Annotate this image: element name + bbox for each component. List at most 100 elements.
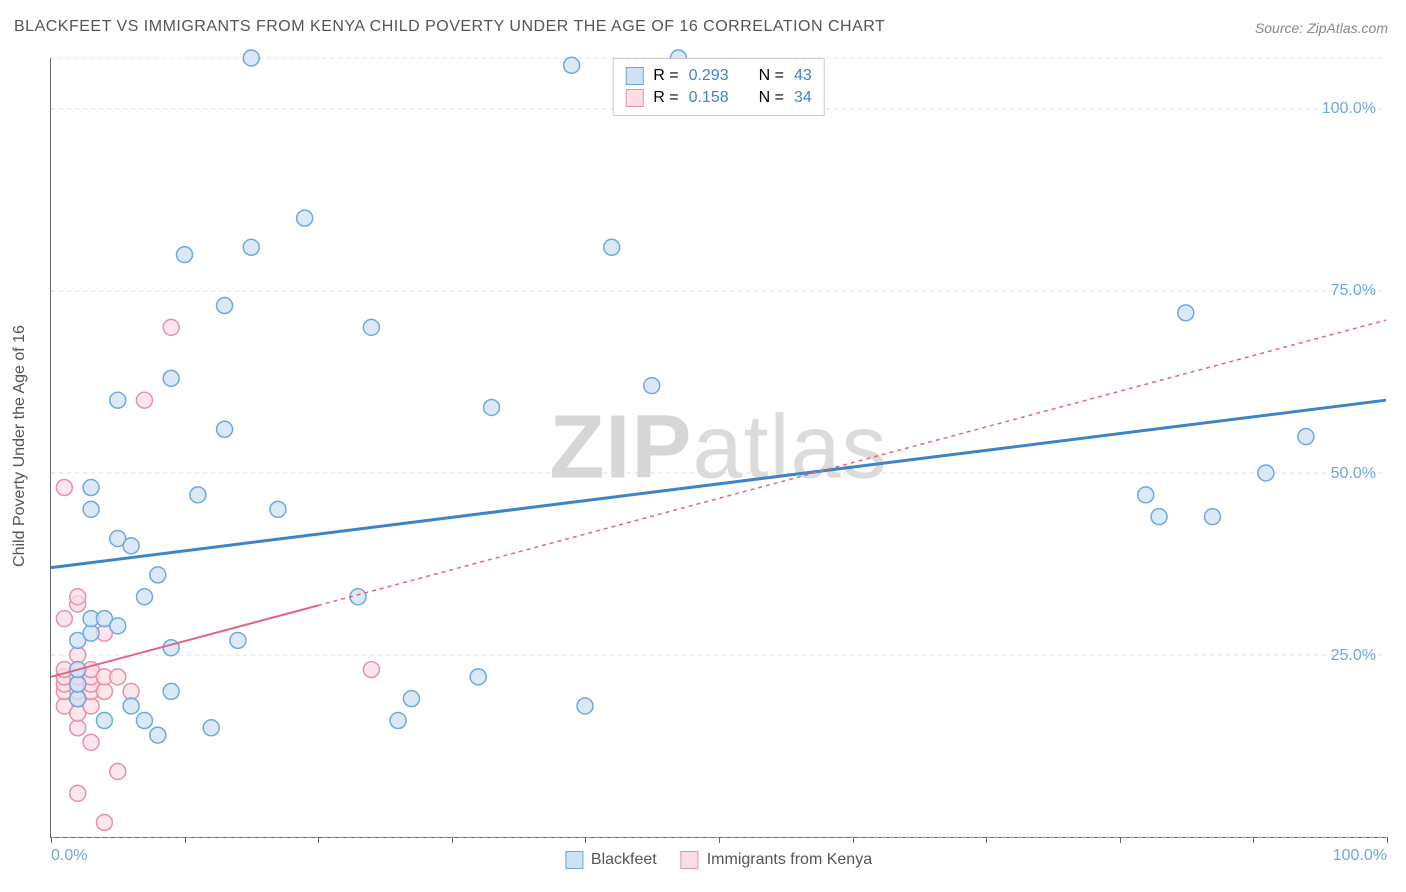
scatter-point <box>1178 305 1194 321</box>
y-tick-label: 50.0% <box>1331 465 1376 483</box>
x-tick-label: 0.0% <box>51 847 87 865</box>
scatter-point <box>403 691 419 707</box>
scatter-point <box>110 392 126 408</box>
y-tick-label: 75.0% <box>1331 282 1376 300</box>
scatter-point <box>83 480 99 496</box>
x-tick <box>1120 837 1121 843</box>
legend-label-kenya: Immigrants from Kenya <box>707 851 872 869</box>
legend-label-blackfeet: Blackfeet <box>591 851 657 869</box>
scatter-point <box>70 720 86 736</box>
x-tick <box>452 837 453 843</box>
source-label: Source: ZipAtlas.com <box>1255 20 1388 36</box>
x-tick <box>719 837 720 843</box>
scatter-point <box>56 480 72 496</box>
legend-N-value-1: 34 <box>794 89 812 107</box>
scatter-point <box>123 698 139 714</box>
legend-item-blackfeet: Blackfeet <box>565 851 657 869</box>
legend-swatch-blackfeet-icon <box>565 851 583 869</box>
scatter-point <box>1138 487 1154 503</box>
x-tick <box>51 837 52 843</box>
scatter-point <box>110 618 126 634</box>
scatter-point <box>217 421 233 437</box>
scatter-point <box>136 713 152 729</box>
trend-line <box>51 400 1386 567</box>
x-tick <box>853 837 854 843</box>
legend-R-label: R = <box>653 67 678 85</box>
scatter-point <box>484 399 500 415</box>
legend-swatch-kenya-icon <box>681 851 699 869</box>
scatter-point <box>1298 429 1314 445</box>
scatter-point <box>604 239 620 255</box>
scatter-point <box>96 713 112 729</box>
scatter-point <box>577 698 593 714</box>
legend-row-blackfeet: R = 0.293 N = 43 <box>625 65 812 87</box>
scatter-point <box>203 720 219 736</box>
legend-row-kenya: R = 0.158 N = 34 <box>625 87 812 109</box>
scatter-point <box>70 691 86 707</box>
legend-item-kenya: Immigrants from Kenya <box>681 851 872 869</box>
legend-N-label: N = <box>759 67 784 85</box>
scatter-point <box>363 319 379 335</box>
scatter-point <box>270 501 286 517</box>
scatter-svg <box>51 58 1386 837</box>
scatter-point <box>163 683 179 699</box>
trend-line-dashed <box>318 320 1386 605</box>
scatter-point <box>564 57 580 73</box>
scatter-point <box>83 734 99 750</box>
legend-swatch-kenya <box>625 89 643 107</box>
scatter-point <box>163 640 179 656</box>
x-tick <box>318 837 319 843</box>
scatter-point <box>177 247 193 263</box>
series-legend: Blackfeet Immigrants from Kenya <box>565 851 872 869</box>
scatter-point <box>150 567 166 583</box>
y-tick-label: 100.0% <box>1322 100 1376 118</box>
scatter-point <box>70 676 86 692</box>
x-tick <box>185 837 186 843</box>
x-tick-label: 100.0% <box>1333 847 1387 865</box>
scatter-point <box>83 625 99 641</box>
scatter-point <box>110 763 126 779</box>
legend-R-value-1: 0.158 <box>689 89 729 107</box>
scatter-point <box>136 589 152 605</box>
scatter-point <box>1151 509 1167 525</box>
scatter-point <box>96 814 112 830</box>
legend-N-value-0: 43 <box>794 67 812 85</box>
x-tick <box>1253 837 1254 843</box>
x-tick <box>1387 837 1388 843</box>
scatter-point <box>136 392 152 408</box>
legend-R-value-0: 0.293 <box>689 67 729 85</box>
scatter-point <box>110 669 126 685</box>
scatter-point <box>123 538 139 554</box>
scatter-point <box>243 50 259 66</box>
scatter-point <box>230 632 246 648</box>
y-axis-label: Child Poverty Under the Age of 16 <box>11 325 29 567</box>
scatter-point <box>1204 509 1220 525</box>
scatter-point <box>70 589 86 605</box>
x-tick <box>585 837 586 843</box>
scatter-point <box>70 785 86 801</box>
scatter-point <box>163 319 179 335</box>
chart-title: BLACKFEET VS IMMIGRANTS FROM KENYA CHILD… <box>14 18 885 36</box>
scatter-point <box>123 683 139 699</box>
chart-container: BLACKFEET VS IMMIGRANTS FROM KENYA CHILD… <box>0 0 1406 892</box>
legend-N-label: N = <box>759 89 784 107</box>
scatter-point <box>163 370 179 386</box>
y-tick-label: 25.0% <box>1331 647 1376 665</box>
scatter-point <box>56 611 72 627</box>
scatter-point <box>83 501 99 517</box>
legend-R-label: R = <box>653 89 678 107</box>
x-tick <box>986 837 987 843</box>
scatter-point <box>1258 465 1274 481</box>
scatter-point <box>96 683 112 699</box>
scatter-point <box>190 487 206 503</box>
legend-swatch-blackfeet <box>625 67 643 85</box>
scatter-point <box>217 298 233 314</box>
scatter-point <box>363 662 379 678</box>
plot-area: ZIPatlas 25.0%50.0%75.0%100.0% 0.0%100.0… <box>50 58 1386 838</box>
scatter-point <box>470 669 486 685</box>
scatter-point <box>70 647 86 663</box>
scatter-point <box>150 727 166 743</box>
scatter-point <box>297 210 313 226</box>
correlation-legend: R = 0.293 N = 43 R = 0.158 N = 34 <box>612 58 825 116</box>
scatter-point <box>243 239 259 255</box>
